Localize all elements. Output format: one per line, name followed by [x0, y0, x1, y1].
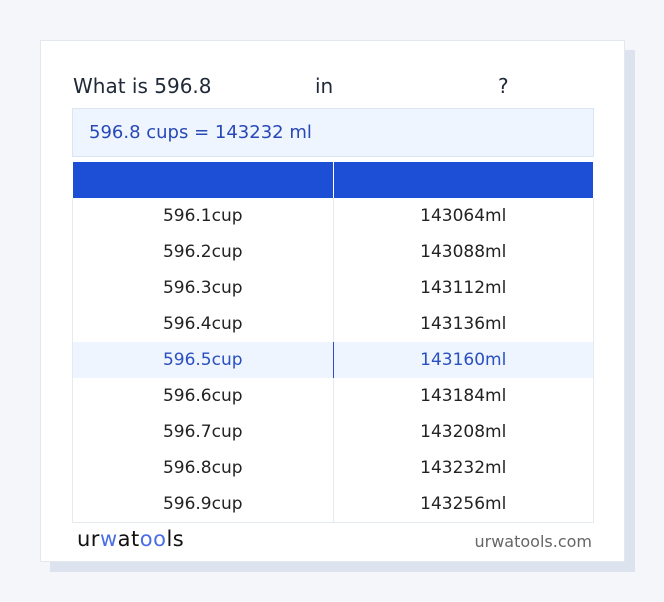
ml-value-cell: 143256ml: [332, 486, 594, 523]
cup-value-cell: 596.5cup: [72, 342, 334, 378]
table-row: 596.4cup 143136ml: [72, 306, 594, 342]
table-row: 596.3cup 143112ml: [72, 270, 594, 306]
header-to: [333, 162, 594, 198]
ml-value-cell: 143160ml: [332, 342, 594, 378]
question-title: What is 596.8 in ?: [73, 74, 533, 102]
converter-card: What is 596.8 in ? 596.8 cups = 143232 m…: [40, 40, 625, 562]
result-box: 596.8 cups = 143232 ml: [72, 108, 594, 157]
cup-value-cell: 596.9cup: [72, 486, 334, 523]
cup-value-cell: 596.6cup: [72, 378, 334, 414]
cup-value-cell: 596.2cup: [72, 234, 334, 270]
cup-value-cell: 596.7cup: [72, 414, 334, 450]
cup-value-cell: 596.4cup: [72, 306, 334, 342]
cup-value-cell: 596.8cup: [72, 450, 334, 486]
ml-value-cell: 143112ml: [332, 270, 594, 306]
title-suffix: ?: [498, 74, 509, 98]
table-row: 596.6cup 143184ml: [72, 378, 594, 414]
ml-value-cell: 143232ml: [332, 450, 594, 486]
ml-value-cell: 143184ml: [332, 378, 594, 414]
header-from: [72, 162, 334, 198]
table-row: 596.2cup 143088ml: [72, 234, 594, 270]
ml-value-cell: 143088ml: [332, 234, 594, 270]
title-prefix: What is 596.8: [73, 74, 212, 98]
table-header: [72, 162, 594, 198]
cup-value-cell: 596.3cup: [72, 270, 334, 306]
title-in: in: [315, 74, 334, 98]
urwatools-logo[interactable]: urwatools: [77, 527, 185, 551]
table-row: 596.1cup 143064ml: [72, 198, 594, 234]
ml-value-cell: 143064ml: [332, 198, 594, 234]
cup-value-cell: 596.1cup: [72, 198, 334, 234]
ml-value-cell: 143136ml: [332, 306, 594, 342]
table-row: 596.7cup 143208ml: [72, 414, 594, 450]
table-row: 596.5cup 143160ml: [72, 342, 594, 378]
ml-value-cell: 143208ml: [332, 414, 594, 450]
conversion-table: 596.1cup 143064ml 596.2cup 143088ml 596.3cup…: [72, 162, 594, 523]
site-link[interactable]: urwatools.com: [474, 532, 593, 551]
table-row: 596.8cup 143232ml: [72, 450, 594, 486]
table-row: 596.9cup 143256ml: [72, 486, 594, 523]
